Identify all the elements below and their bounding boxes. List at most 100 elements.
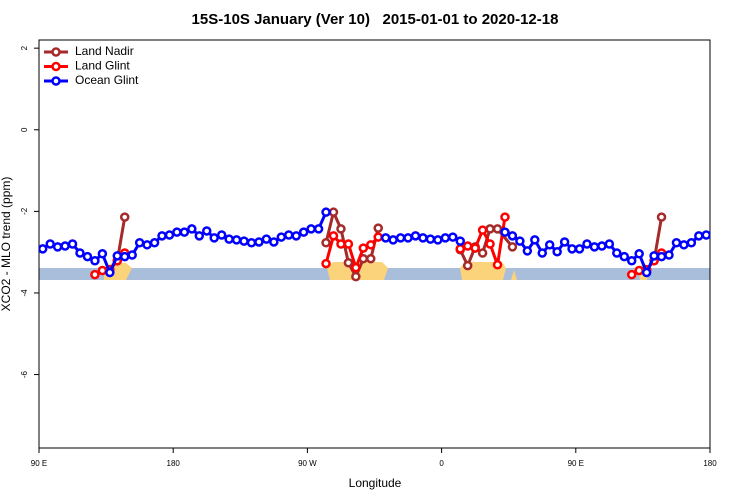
y-tick-label: -6 bbox=[20, 370, 29, 378]
legend-marker bbox=[51, 76, 61, 86]
data-point bbox=[574, 244, 585, 254]
data-point bbox=[664, 250, 674, 260]
data-layer bbox=[39, 207, 710, 282]
data-point bbox=[351, 271, 361, 282]
data-point bbox=[440, 233, 451, 243]
y-tick-label: 0 bbox=[20, 127, 29, 132]
x-tick-label: 90 E bbox=[568, 459, 584, 468]
data-point bbox=[619, 251, 630, 262]
legend-label: Land Glint bbox=[75, 59, 130, 73]
data-point bbox=[90, 255, 100, 266]
legend-marker bbox=[51, 47, 61, 57]
data-point bbox=[395, 233, 406, 243]
data-point bbox=[485, 224, 495, 234]
data-point bbox=[425, 234, 436, 244]
data-point bbox=[366, 253, 376, 264]
data-point bbox=[626, 255, 637, 266]
data-point bbox=[544, 240, 555, 250]
data-point bbox=[403, 233, 413, 243]
data-point bbox=[470, 243, 480, 253]
x-tick-label: 0 bbox=[439, 459, 444, 468]
data-point bbox=[641, 267, 652, 278]
data-point bbox=[500, 212, 510, 222]
land-mask bbox=[39, 262, 710, 280]
x-tick-label: 180 bbox=[167, 459, 181, 468]
data-point bbox=[321, 258, 331, 269]
data-point bbox=[142, 240, 152, 250]
data-point bbox=[679, 240, 689, 250]
data-point bbox=[634, 249, 644, 259]
data-point bbox=[410, 231, 421, 241]
data-point bbox=[328, 231, 339, 241]
data-point bbox=[75, 248, 85, 258]
data-point bbox=[612, 248, 622, 258]
data-point bbox=[388, 235, 398, 245]
data-point bbox=[507, 231, 518, 241]
data-point bbox=[328, 207, 339, 217]
data-point bbox=[134, 238, 145, 248]
data-point bbox=[582, 239, 592, 249]
data-point bbox=[634, 265, 644, 276]
data-point bbox=[373, 232, 383, 242]
data-point bbox=[127, 250, 137, 260]
data-point bbox=[701, 230, 710, 240]
data-point bbox=[306, 224, 316, 234]
data-point bbox=[261, 234, 272, 244]
data-point bbox=[239, 236, 249, 246]
data-point bbox=[537, 248, 547, 258]
data-point bbox=[656, 212, 667, 222]
data-point bbox=[492, 224, 503, 234]
data-point bbox=[380, 233, 391, 243]
y-axis-title: XCO2 - MLO trend (ppm) bbox=[0, 177, 13, 312]
data-point bbox=[530, 235, 540, 245]
data-point bbox=[202, 226, 212, 236]
data-point bbox=[172, 227, 182, 237]
data-point bbox=[694, 231, 704, 241]
y-tick-label: -4 bbox=[20, 289, 29, 297]
data-point bbox=[351, 262, 361, 273]
data-point bbox=[105, 267, 115, 278]
data-point bbox=[231, 235, 242, 245]
y-tick-label: -2 bbox=[20, 207, 29, 215]
data-point bbox=[164, 230, 175, 240]
data-point bbox=[336, 239, 346, 249]
data-point bbox=[157, 231, 167, 241]
data-point bbox=[343, 258, 354, 268]
data-point bbox=[284, 230, 294, 240]
data-point bbox=[366, 240, 376, 250]
data-point bbox=[216, 230, 227, 240]
x-axis-title: Longitude bbox=[349, 476, 402, 490]
data-point bbox=[52, 242, 63, 252]
data-point bbox=[39, 244, 48, 254]
data-point bbox=[589, 242, 600, 252]
data-point bbox=[649, 251, 659, 261]
data-point bbox=[559, 237, 570, 247]
data-point bbox=[45, 239, 55, 249]
plot-frame bbox=[38, 39, 711, 449]
data-point bbox=[97, 265, 108, 276]
data-point bbox=[343, 239, 354, 249]
chart-title: 15S-10S January (Ver 10) 2015-01-01 to 2… bbox=[192, 11, 559, 28]
data-point bbox=[656, 251, 667, 262]
legend-label: Ocean Glint bbox=[75, 73, 139, 87]
data-point bbox=[321, 238, 331, 248]
data-point bbox=[492, 260, 503, 270]
data-point bbox=[209, 233, 219, 243]
data-point bbox=[433, 235, 443, 245]
data-point bbox=[90, 269, 100, 280]
legend-label: Land Nadir bbox=[75, 44, 134, 58]
data-point bbox=[149, 238, 160, 248]
data-point bbox=[522, 246, 533, 256]
data-point bbox=[500, 227, 510, 237]
data-point bbox=[269, 237, 279, 247]
data-point bbox=[313, 224, 324, 234]
data-point bbox=[626, 269, 637, 280]
land-patch bbox=[511, 270, 517, 280]
data-point bbox=[298, 227, 309, 237]
data-point bbox=[597, 241, 607, 251]
data-point bbox=[455, 236, 465, 246]
data-point bbox=[336, 224, 346, 234]
data-point bbox=[82, 251, 93, 262]
data-point bbox=[462, 260, 473, 271]
